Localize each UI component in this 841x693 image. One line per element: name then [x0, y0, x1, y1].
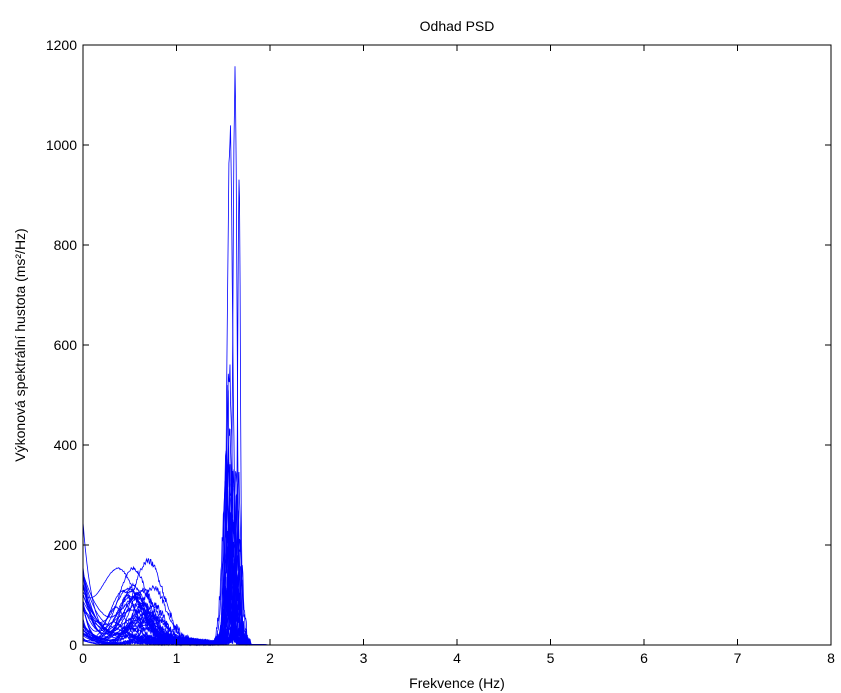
x-tick-label: 4 [453, 650, 461, 666]
y-tick-label: 600 [54, 337, 78, 353]
chart-title: Odhad PSD [420, 18, 495, 34]
x-tick-label: 8 [827, 650, 835, 666]
plot-area [83, 45, 831, 645]
y-axis: 0 200 400 600 800 1000 1200 [46, 37, 831, 653]
x-tick-label: 6 [640, 650, 648, 666]
x-axis-label: Frekvence (Hz) [409, 675, 505, 691]
x-tick-label: 1 [173, 650, 181, 666]
y-tick-label: 800 [54, 237, 78, 253]
y-axis-label: Výkonová spektrální hustota (ms²/Hz) [12, 228, 28, 461]
y-tick-label: 1000 [46, 137, 77, 153]
x-tick-label: 2 [266, 650, 274, 666]
y-tick-label: 200 [54, 537, 78, 553]
y-tick-label: 0 [69, 637, 77, 653]
y-tick-label: 1200 [46, 37, 77, 53]
x-tick-label: 5 [547, 650, 555, 666]
x-tick-label: 3 [360, 650, 368, 666]
x-axis: 0 1 2 3 4 5 6 7 8 [79, 45, 835, 666]
x-tick-label: 7 [734, 650, 742, 666]
x-tick-label: 0 [79, 650, 87, 666]
y-tick-label: 400 [54, 437, 78, 453]
